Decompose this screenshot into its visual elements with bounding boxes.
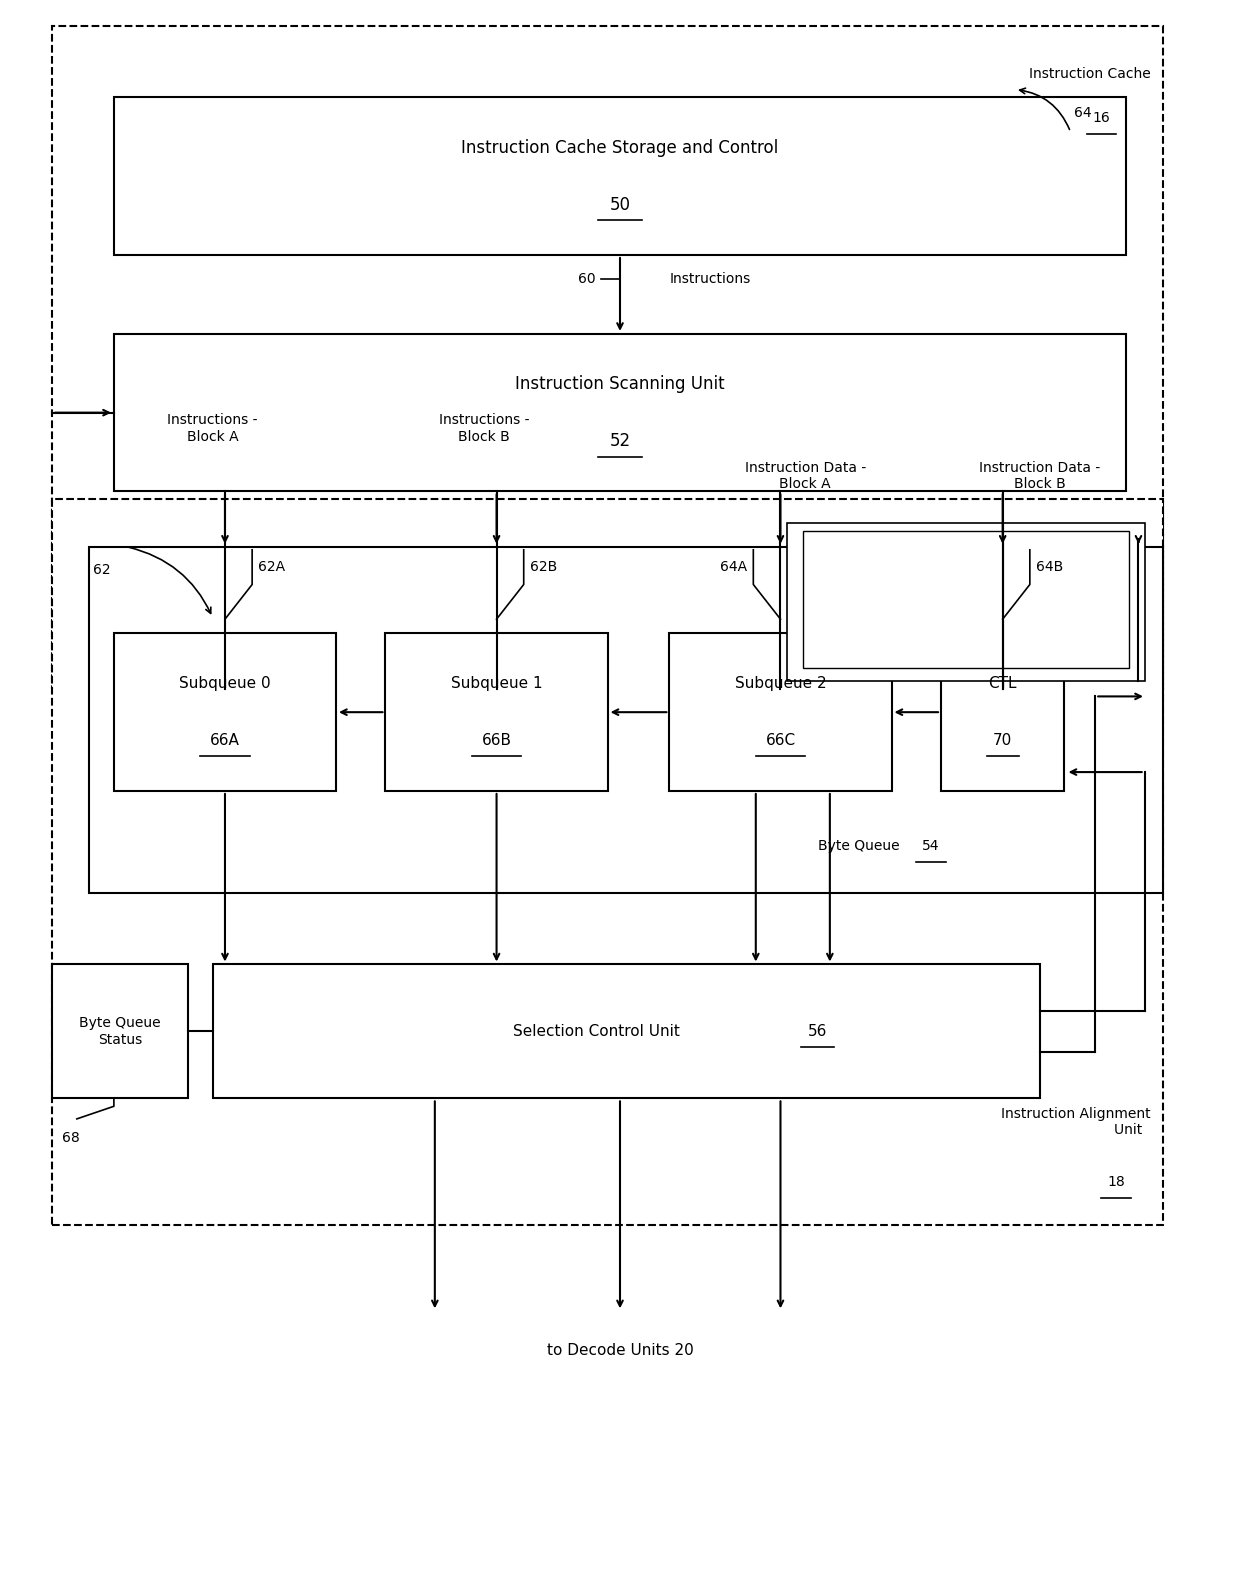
- Text: Byte Queue: Byte Queue: [818, 838, 904, 853]
- Text: 16: 16: [1092, 111, 1110, 125]
- Text: 68: 68: [62, 1131, 79, 1145]
- Text: Instructions -
Block A: Instructions - Block A: [167, 413, 258, 443]
- Bar: [114, 633, 336, 791]
- Text: Subqueue 1: Subqueue 1: [451, 676, 542, 691]
- Text: 66B: 66B: [481, 732, 512, 748]
- Text: 64: 64: [1074, 106, 1091, 120]
- Text: 62B: 62B: [529, 560, 557, 574]
- Bar: [52, 500, 1163, 1224]
- Text: Byte Queue
Status: Byte Queue Status: [79, 1016, 161, 1047]
- Text: Instructions: Instructions: [670, 272, 750, 286]
- Text: to Decode Units 20: to Decode Units 20: [547, 1343, 693, 1357]
- Bar: [786, 524, 1145, 680]
- Text: 70: 70: [993, 732, 1012, 748]
- Text: Subqueue 2: Subqueue 2: [734, 676, 826, 691]
- Bar: [52, 27, 1163, 688]
- Bar: [802, 532, 1128, 668]
- Text: Instruction Scanning Unit: Instruction Scanning Unit: [515, 375, 725, 394]
- Bar: [52, 965, 188, 1098]
- Text: Selection Control Unit: Selection Control Unit: [513, 1024, 689, 1039]
- Text: 60: 60: [578, 272, 595, 286]
- Text: 18: 18: [1107, 1175, 1125, 1190]
- Text: Instruction Cache: Instruction Cache: [1029, 66, 1151, 81]
- Bar: [89, 547, 1163, 894]
- Text: Subqueue 0: Subqueue 0: [179, 676, 270, 691]
- Text: Instruction Data -
Block A: Instruction Data - Block A: [744, 460, 866, 490]
- Text: 54: 54: [923, 838, 940, 853]
- Text: Instruction Data -
Block B: Instruction Data - Block B: [980, 460, 1100, 490]
- Text: CTL: CTL: [988, 676, 1017, 691]
- Bar: [386, 633, 608, 791]
- Text: 64B: 64B: [1035, 560, 1063, 574]
- Bar: [212, 965, 1039, 1098]
- Text: Instruction Cache Storage and Control: Instruction Cache Storage and Control: [461, 139, 779, 157]
- Bar: [114, 98, 1126, 255]
- Bar: [941, 633, 1064, 791]
- Text: 62A: 62A: [258, 560, 285, 574]
- Bar: [670, 633, 892, 791]
- Text: 50: 50: [610, 196, 630, 214]
- Text: 62: 62: [93, 563, 110, 577]
- Text: 66A: 66A: [210, 732, 239, 748]
- Text: Instructions -
Block B: Instructions - Block B: [439, 413, 529, 443]
- Text: 52: 52: [609, 432, 631, 449]
- Text: 66C: 66C: [765, 732, 796, 748]
- Bar: [114, 334, 1126, 492]
- Text: Instruction Alignment
Unit: Instruction Alignment Unit: [1001, 1107, 1151, 1137]
- Text: 56: 56: [807, 1024, 827, 1039]
- Text: 64A: 64A: [720, 560, 748, 574]
